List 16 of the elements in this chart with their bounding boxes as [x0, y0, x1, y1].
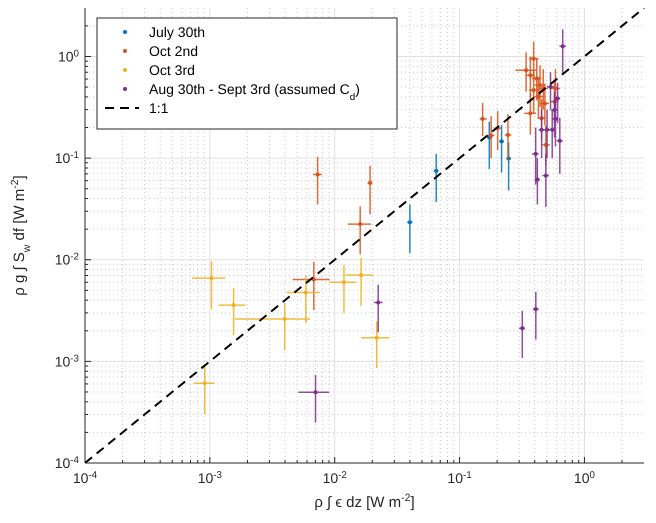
y-tick-label: 10$^{-1}$ — [54, 150, 79, 166]
legend-label: Aug 30th - Sept 3rd (assumed C$_{d}$) — [149, 81, 360, 102]
y-tick-label: 10$^{-4}$ — [54, 454, 80, 471]
y-tick-label: 10$^{0}$ — [58, 48, 80, 64]
y-tick-label: 10$^{-3}$ — [54, 352, 80, 370]
x-axis-title: ρ ∫ ϵ dz [W m$^{-2}$] — [314, 492, 415, 511]
legend-label: July 30th — [149, 24, 206, 40]
y-tick-label: 10$^{-2}$ — [54, 251, 79, 268]
legend-label: Oct 2nd — [149, 43, 198, 59]
legend-label: Oct 3rd — [149, 62, 195, 78]
x-tick-label: 10$^{-2}$ — [322, 470, 347, 486]
x-tick-label: 10$^{-3}$ — [198, 470, 223, 486]
legend-label: 1:1 — [149, 100, 169, 116]
x-tick-label: 10$^{-4}$ — [72, 470, 98, 486]
x-tick-label: 10$^{0}$ — [574, 470, 596, 486]
x-tick-label: 10$^{-1}$ — [447, 470, 472, 486]
